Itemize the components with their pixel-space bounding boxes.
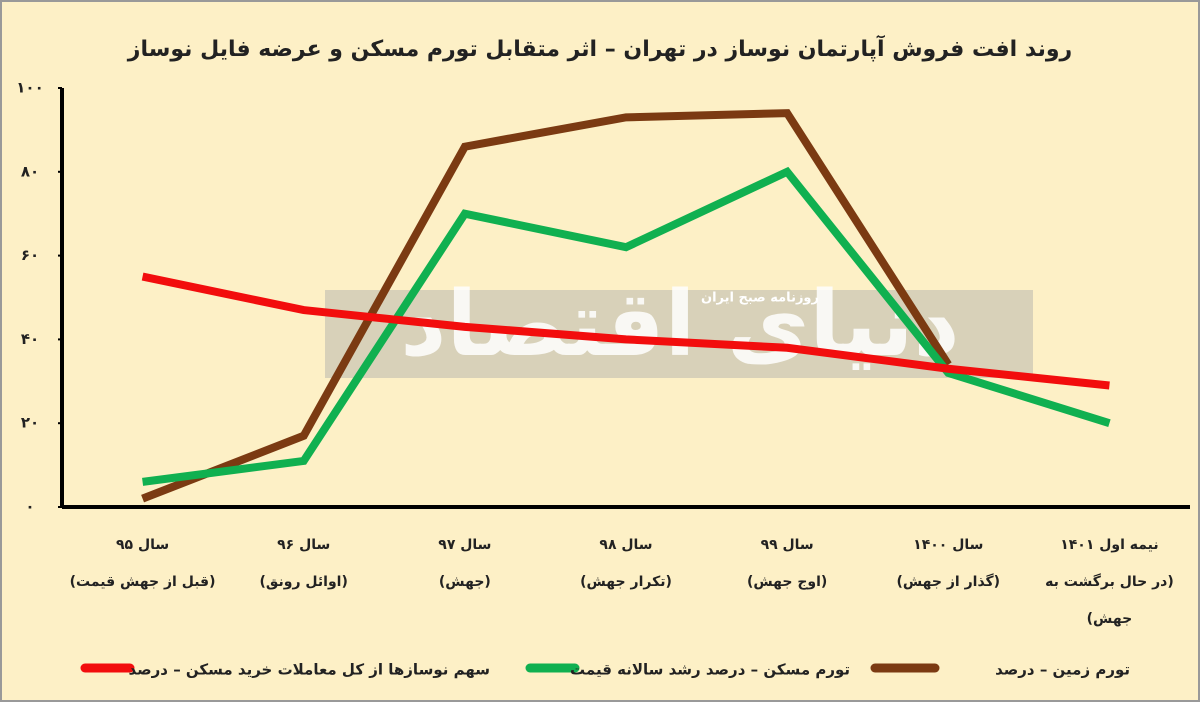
- x-tick-label: جهش): [1087, 611, 1133, 627]
- legend-label: تورم زمین – درصد: [995, 661, 1130, 679]
- watermark-sub: روزنامه صبح ایران: [701, 291, 819, 306]
- x-tick-label: نیمه اول ۱۴۰۱: [1060, 537, 1158, 553]
- x-tick-label: (اوج جهش): [747, 574, 827, 590]
- x-tick-label: سال ۹۹: [761, 537, 814, 553]
- y-tick-label: ۸۰: [21, 162, 39, 180]
- y-tick-label: ۴۰: [21, 330, 39, 348]
- legend-label: سهم نوسازها از کل معاملات خرید مسکن – در…: [128, 661, 490, 679]
- x-tick-label: (جهش): [439, 574, 491, 590]
- x-tick-label: (قبل از جهش قیمت): [70, 574, 216, 590]
- x-tick-label: سال ۹۵: [116, 537, 169, 553]
- x-tick-label: سال ۹۷: [438, 537, 491, 553]
- y-tick-label: ۰: [25, 498, 34, 516]
- x-tick-label: سال ۹۶: [277, 537, 330, 553]
- x-tick-label: (تکرار جهش): [580, 574, 672, 590]
- x-tick-label: (در حال برگشت به: [1045, 573, 1174, 590]
- y-tick-label: ۱۰۰: [16, 79, 43, 97]
- y-tick-label: ۶۰: [21, 246, 39, 264]
- series-line: [142, 166, 1111, 486]
- x-tick-label: (اوائل رونق): [260, 574, 348, 590]
- legend-label: تورم مسکن – درصد رشد سالانه قیمت: [570, 661, 850, 679]
- series-line: [141, 272, 1110, 390]
- y-tick-label: ۲۰: [21, 414, 39, 432]
- x-tick-label: سال ۹۸: [599, 537, 652, 553]
- x-tick-label: سال ۱۴۰۰: [913, 537, 983, 553]
- series-line: [141, 109, 952, 503]
- chart-title: روند افت فروش آپارتمان نوساز در تهران – …: [127, 34, 1072, 62]
- x-tick-label: (گذار از جهش): [896, 573, 1000, 590]
